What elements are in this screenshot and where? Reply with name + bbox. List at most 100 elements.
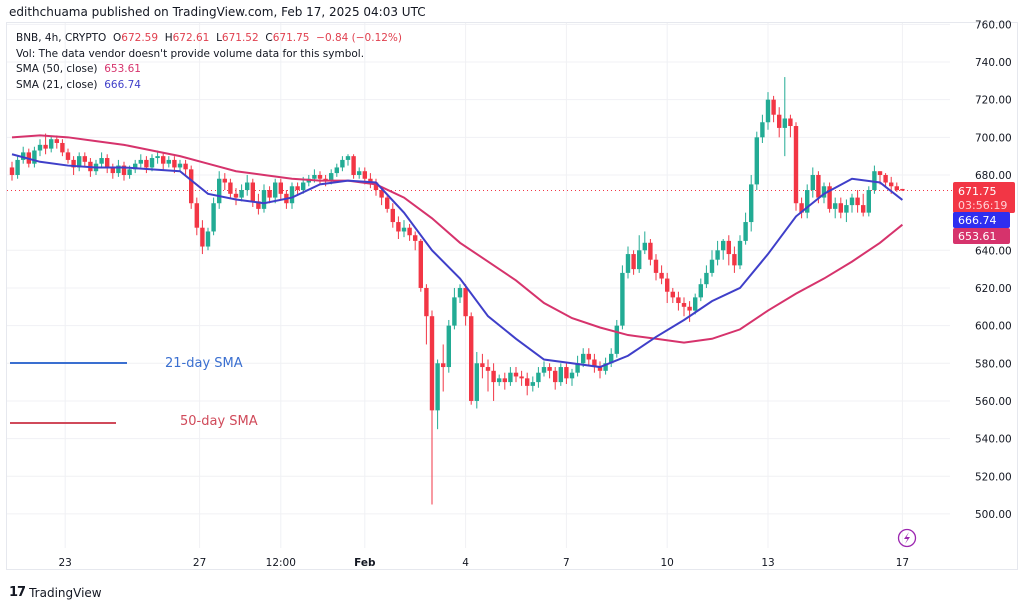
- candle-body: [838, 203, 843, 213]
- candle-body: [71, 159, 76, 168]
- candle-body: [138, 159, 143, 164]
- candle-body: [883, 174, 888, 183]
- candle-body: [541, 367, 547, 373]
- candle-body: [261, 190, 267, 209]
- candle-body: [866, 190, 871, 213]
- candle-body: [396, 222, 401, 232]
- price-tick-label: 720.00: [975, 95, 1012, 107]
- candle-body: [77, 156, 82, 168]
- price-tick-label: 680.00: [975, 170, 1012, 182]
- candle-body: [357, 171, 362, 175]
- candle-body: [345, 156, 351, 160]
- time-tick-label: 13: [761, 557, 774, 569]
- candle-body: [653, 259, 659, 273]
- candle-body: [844, 205, 849, 213]
- candle-body: [373, 182, 379, 191]
- candle-body: [900, 188, 905, 191]
- candle-body: [732, 254, 737, 266]
- price-tick-label: 760.00: [975, 19, 1012, 31]
- candle-body: [205, 231, 211, 247]
- candle-body: [861, 205, 866, 213]
- high-label: H: [164, 32, 173, 44]
- candle-body: [301, 182, 306, 191]
- candle-body: [877, 171, 883, 175]
- candle-body: [183, 163, 188, 170]
- time-tick-label: 7: [563, 557, 570, 569]
- price-tick-label: 740.00: [975, 57, 1012, 69]
- candle-body: [469, 316, 474, 401]
- candle-body: [614, 325, 619, 354]
- candle-body: [452, 297, 457, 326]
- candle-body: [788, 118, 793, 127]
- candle-body: [765, 99, 771, 123]
- candle-body: [189, 169, 194, 204]
- candle-body: [110, 167, 115, 174]
- time-tick-label: 23: [59, 557, 72, 569]
- candle-body: [603, 363, 608, 371]
- candle-body: [749, 184, 754, 223]
- candle-body: [441, 363, 446, 368]
- candle-body: [642, 242, 647, 251]
- candle-body: [721, 240, 726, 251]
- candle-body: [211, 203, 216, 232]
- sma50-price-tag: 653.61: [953, 228, 1010, 244]
- candle-body: [631, 254, 636, 270]
- candle-body: [665, 278, 670, 292]
- price-tick-label: 600.00: [975, 321, 1012, 333]
- sma50-legend[interactable]: SMA (50, close) 653.61: [16, 62, 402, 78]
- candle-body: [457, 287, 463, 298]
- candle-body: [267, 190, 272, 198]
- candle-body: [172, 159, 177, 168]
- time-tick-label: 17: [896, 557, 909, 569]
- candle-body: [429, 316, 435, 411]
- candle-body: [530, 382, 535, 386]
- candle-body: [491, 370, 496, 383]
- sma21-value: 666.74: [104, 78, 141, 91]
- candle-body: [525, 378, 530, 386]
- candle-body: [463, 287, 468, 317]
- candle-body: [810, 174, 815, 191]
- candle-body: [273, 182, 278, 198]
- candle-body: [60, 142, 65, 153]
- time-tick-label: 10: [661, 557, 674, 569]
- sma50-label: SMA (50, close): [16, 63, 98, 75]
- candle-body: [872, 171, 877, 191]
- candle-body: [200, 227, 205, 247]
- candle-body: [435, 363, 440, 411]
- candle-body: [676, 297, 681, 304]
- candle-body: [329, 173, 334, 181]
- candle-body: [480, 363, 485, 368]
- candle-body: [586, 353, 591, 360]
- candle-body: [390, 208, 395, 223]
- price-tick-label: 640.00: [975, 245, 1012, 257]
- candle-body: [709, 259, 715, 273]
- candle-body: [816, 174, 821, 198]
- price-tick-label: 580.00: [975, 358, 1012, 370]
- symbol-label[interactable]: BNB, 4h, CRYPTO: [16, 32, 107, 44]
- candle-body: [502, 378, 507, 383]
- candle-body: [49, 139, 54, 149]
- grid-lines: [7, 23, 950, 548]
- candle-body: [625, 254, 631, 273]
- time-axis[interactable]: 23 27 12:00 Feb 4 7 10 13 17: [59, 557, 910, 569]
- candle-body: [317, 174, 323, 179]
- candle-body: [681, 303, 687, 307]
- tradingview-logo[interactable]: 17 TradingView: [9, 585, 102, 600]
- price-axis[interactable]: 760.00 740.00 720.00 700.00 680.00 640.00 620.…: [975, 19, 1012, 521]
- candle-body: [609, 353, 614, 364]
- candles: [9, 77, 905, 505]
- candle-body: [368, 178, 373, 183]
- candle-body: [250, 182, 255, 202]
- candle-body: [805, 190, 810, 213]
- candle-body: [194, 203, 199, 228]
- sma21-legend[interactable]: SMA (21, close) 666.74: [16, 78, 402, 94]
- candle-body: [553, 370, 558, 383]
- lightning-icon[interactable]: [897, 528, 917, 548]
- sma50-annotation-text: 50-day SMA: [180, 414, 258, 429]
- candle-body: [65, 152, 71, 160]
- candle-body: [43, 144, 48, 149]
- candle-body: [133, 163, 138, 170]
- candle-body: [127, 169, 132, 175]
- candle-body: [340, 159, 345, 168]
